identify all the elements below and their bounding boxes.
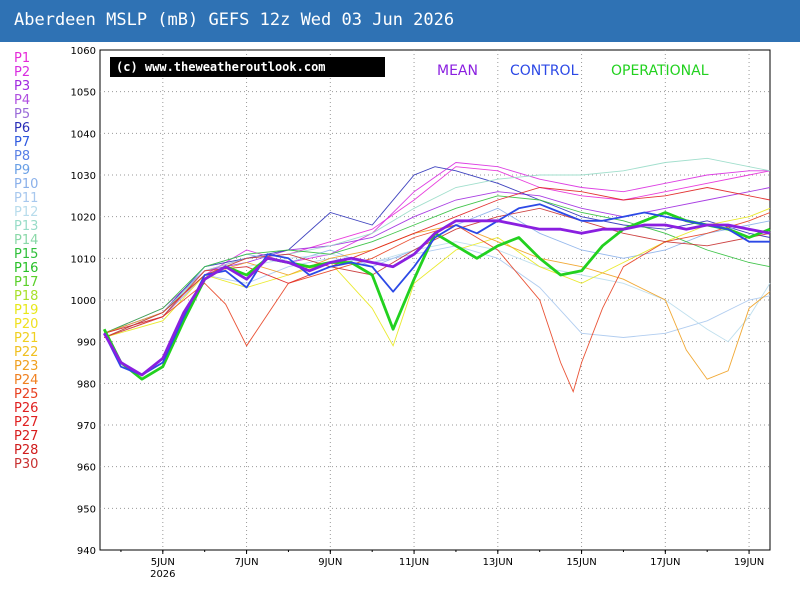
member-label: P12 [14,205,39,220]
y-tick-label: 1060 [71,46,96,57]
member-label: P15 [14,247,39,262]
series-line-p30 [104,207,771,338]
x-tick-label: 15JUN [566,557,596,568]
member-label: P3 [14,79,31,94]
series-line-p25 [104,212,771,394]
y-tick-label: 940 [77,546,96,557]
series-line-p23 [104,224,771,380]
legend-mean: MEAN [437,63,478,79]
x-tick-label: 19JUN [734,557,764,568]
member-label: P17 [14,275,39,290]
series-line-p13 [104,157,771,338]
y-tick-label: 1040 [71,129,96,140]
copyright-text: (c) www.theweatheroutlook.com [116,60,326,74]
y-tick-label: 1050 [71,88,96,99]
series-line-mean [102,219,771,377]
member-label: P23 [14,359,39,374]
x-tick-label: 5JUN [151,557,175,568]
member-legend: P1 P2 P3 P4 P5 P6 P7 P8 P9 P10 P11 P12 P13 P14 P15 P16 P… [14,52,38,472]
y-tick-label: 1030 [71,171,96,182]
x-tick-label: 7JUN [235,557,259,568]
member-label: P21 [14,331,39,346]
x-tick-label: 13JUN [483,557,513,568]
member-label: P27 [14,429,39,444]
member-label: P9 [14,163,31,178]
member-label: P30 [14,457,39,472]
x-tick-year-label: 2026 [150,569,175,580]
chart-title: Aberdeen MSLP (mB) GEFS 12z Wed 03 Jun 2… [14,10,455,30]
y-tick-label: 950 [77,504,96,515]
member-label: P24 [14,373,39,388]
member-label: P11 [14,191,39,206]
member-label: P13 [14,219,39,234]
member-label: P26 [14,401,39,416]
copyright-box [110,57,385,77]
member-label: P20 [14,317,39,332]
member-label: P8 [14,149,31,164]
title-bar: Aberdeen MSLP (mB) GEFS 12z Wed 03 Jun 2… [0,0,800,42]
series-line-p3 [104,187,771,334]
member-label: P18 [14,289,39,304]
y-tick-label: 960 [77,463,96,474]
member-label: P10 [14,177,39,192]
y-tick-label: 1020 [71,213,96,224]
member-label: P14 [14,233,39,248]
y-tick-label: 1000 [71,296,96,307]
member-label: P4 [14,93,31,108]
series-line-p19 [104,207,771,347]
member-label: P27 [14,415,39,430]
member-label: P25 [14,387,39,402]
y-tick-label: 980 [77,379,96,390]
member-label: P1 [14,51,31,66]
legend-operational: OPERATIONAL [611,63,709,79]
y-tick-label: 1010 [71,254,96,265]
member-label: P19 [14,303,39,318]
member-label: P28 [14,443,39,458]
member-label: P16 [14,261,39,276]
member-label: P5 [14,107,31,122]
x-tick-label: 17JUN [650,557,680,568]
x-tick-label: 9JUN [318,557,342,568]
plot-area [99,49,771,551]
member-label: P2 [14,65,31,80]
member-label: P6 [14,121,31,136]
x-tick-label: 11JUN [399,557,429,568]
y-tick-label: 990 [77,338,96,349]
y-tick-label: 970 [77,421,96,432]
member-label: P22 [14,345,39,360]
member-label: P7 [14,135,31,150]
legend-control: CONTROL [510,63,579,79]
